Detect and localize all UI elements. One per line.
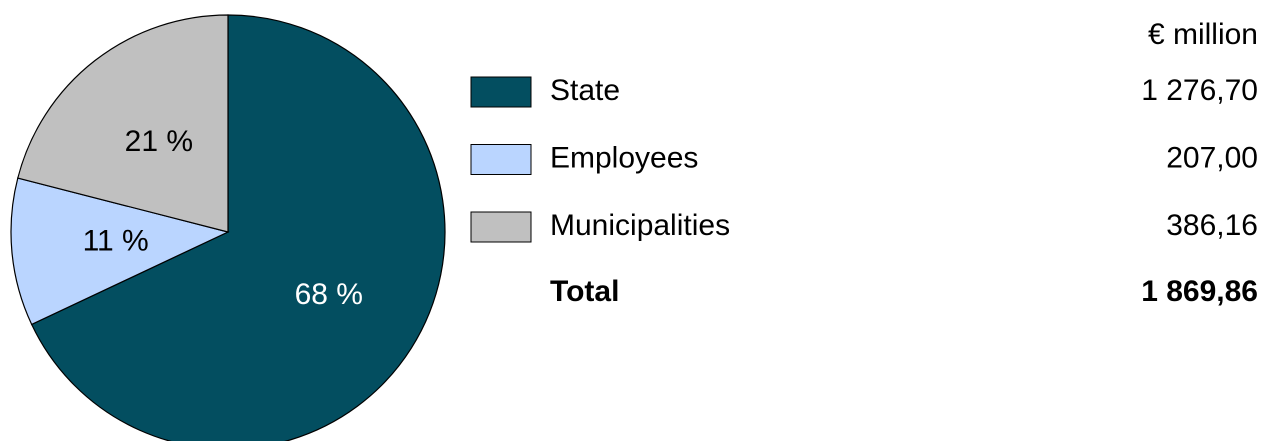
amount: 386,16 <box>1166 209 1258 242</box>
legend-label: Employees <box>550 141 698 174</box>
legend-label: State <box>550 74 620 107</box>
legend-swatch <box>470 144 532 175</box>
amount: 1 276,70 <box>1141 74 1258 107</box>
unit-label: € million <box>1148 18 1258 51</box>
legend-swatch <box>470 211 532 243</box>
total-amount: 1 869,86 <box>1141 275 1258 308</box>
legend-swatch <box>470 76 532 108</box>
pie-slice <box>17 14 229 233</box>
pie-slice <box>10 177 230 326</box>
slice-label: 21 % <box>125 125 193 158</box>
total-label: Total <box>550 275 619 308</box>
slice-label: 11 % <box>83 225 149 258</box>
amount: 207,00 <box>1166 141 1258 174</box>
pie-slice <box>30 14 446 441</box>
legend-label: Municipalities <box>550 209 730 242</box>
slice-label: 68 % <box>295 278 363 311</box>
